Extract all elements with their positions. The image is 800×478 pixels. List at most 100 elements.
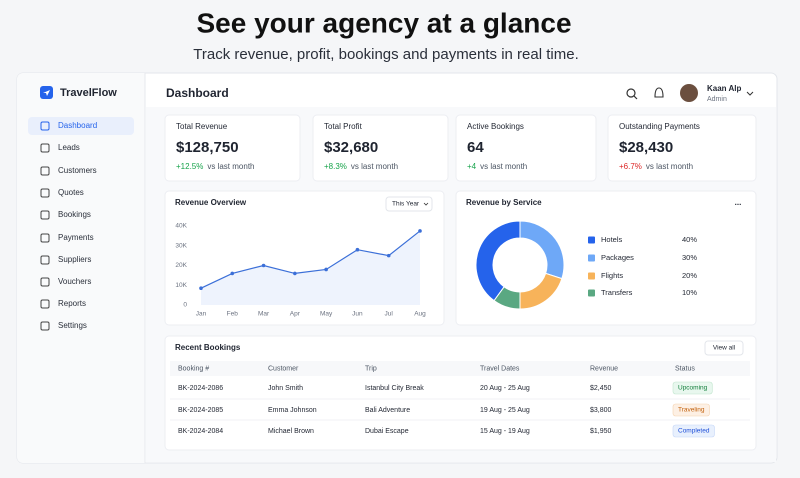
- nav-icon: [40, 166, 50, 176]
- stat-label: Outstanding Payments: [619, 122, 700, 131]
- line: [200, 230, 421, 289]
- status-badge: [672, 381, 713, 395]
- point: [199, 286, 203, 291]
- nav-icon: [40, 233, 50, 243]
- stat-change: +12.5%: [176, 162, 203, 171]
- column-header: Status: [675, 365, 695, 372]
- user-menu-chevron[interactable]: [746, 91, 754, 96]
- stat-change: +4: [467, 162, 477, 171]
- card-menu[interactable]: ...: [735, 198, 742, 207]
- avatar[interactable]: [680, 84, 698, 102]
- x-tick-label: Mar: [258, 311, 270, 318]
- legend-value: 20%: [682, 271, 697, 280]
- stat-label: Active Bookings: [467, 122, 524, 131]
- legend-swatch: [588, 289, 595, 297]
- logo-plane: [43, 90, 50, 96]
- status-badge: [672, 424, 715, 438]
- nav-item[interactable]: Leads: [58, 143, 80, 152]
- nav-icon: [40, 321, 50, 331]
- legend-swatch: [588, 254, 595, 262]
- stat-label: Total Profit: [324, 122, 363, 131]
- stat-value: $128,750: [176, 139, 239, 156]
- stat-card: [164, 114, 301, 182]
- nav-icon: [40, 210, 50, 220]
- view-all-label: View all: [713, 345, 736, 352]
- nav-item[interactable]: Dashboard: [58, 121, 97, 130]
- y-tick-label: 0: [183, 302, 187, 309]
- stat-card: [607, 114, 757, 182]
- stat-note: vs last month: [480, 162, 527, 171]
- point: [418, 229, 422, 233]
- bell-icon[interactable]: [654, 87, 664, 98]
- stat-note: vs last month: [351, 162, 398, 171]
- nav-item[interactable]: Customers: [58, 166, 97, 175]
- dynamic: Dashboard Leads Customers Quotes Bookings Pay…: [28, 114, 757, 451]
- cell: Dubai Escape: [365, 428, 409, 435]
- nav-item[interactable]: Vouchers: [58, 277, 91, 286]
- search-icon[interactable]: [626, 88, 636, 98]
- legend-value: 40%: [682, 235, 697, 244]
- legend-swatch: [588, 236, 595, 244]
- cell: Michael Brown: [268, 428, 314, 435]
- nav-icon: [40, 121, 50, 131]
- nav-item[interactable]: Settings: [58, 321, 87, 330]
- x-tick-label: Jun: [352, 311, 363, 318]
- x-tick-label: Jan: [196, 311, 207, 318]
- nav-item[interactable]: Suppliers: [58, 255, 91, 264]
- stat-label: Total Revenue: [176, 122, 228, 131]
- legend-label: Hotels: [601, 235, 623, 244]
- search-icon-handle: [633, 95, 638, 100]
- stat-note: vs last month: [646, 162, 693, 171]
- legend-label: Packages: [601, 253, 634, 262]
- column-header: Customer: [268, 365, 299, 372]
- headline: See your agency at a glance: [196, 7, 571, 38]
- cell: BK-2024-2085: [178, 407, 223, 414]
- cell: Istanbul City Break: [365, 385, 424, 392]
- cell: $2,450: [590, 385, 612, 392]
- point: [355, 247, 360, 252]
- cell: $1,950: [590, 428, 612, 435]
- cell: BK-2024-2086: [178, 385, 223, 392]
- stat-value: $28,430: [619, 139, 673, 156]
- filter-chevron: [423, 202, 429, 206]
- nav-item[interactable]: Reports: [58, 299, 86, 308]
- column-header: Booking #: [178, 365, 209, 372]
- x-tick-label: Aug: [414, 311, 426, 318]
- status-badge: [672, 403, 710, 417]
- stat-card: [455, 114, 597, 182]
- user-role: Admin: [707, 96, 727, 103]
- subheadline: Track revenue, profit, bookings and paym…: [193, 46, 578, 63]
- column-header: Revenue: [590, 365, 618, 372]
- nav-icon: [40, 277, 50, 287]
- status-label: Traveling: [678, 407, 705, 414]
- nav-active: [28, 117, 134, 135]
- status-label: Completed: [678, 428, 710, 435]
- bookings-card: [164, 335, 757, 451]
- nav-icon: [40, 188, 50, 198]
- cell: Emma Johnson: [268, 407, 317, 414]
- view-all-button[interactable]: [704, 340, 744, 356]
- legend-label: Transfers: [601, 288, 633, 297]
- stat-value: 64: [467, 139, 484, 156]
- stat-change: +8.3%: [324, 162, 347, 171]
- point: [324, 267, 328, 272]
- card-title: Recent Bookings: [175, 343, 241, 352]
- point: [261, 263, 266, 268]
- nav-item[interactable]: Bookings: [58, 210, 91, 219]
- stat-change: +6.7%: [619, 162, 642, 171]
- card-title: Revenue Overview: [175, 198, 247, 207]
- brand: TravelFlow: [60, 87, 117, 99]
- filter-dropdown[interactable]: [385, 196, 433, 212]
- donut-segment: [493, 286, 521, 310]
- y-tick-label: 30K: [175, 242, 187, 249]
- cell: 20 Aug - 25 Aug: [480, 385, 530, 392]
- filter-label: This Year: [392, 201, 420, 208]
- x-tick-label: Feb: [227, 311, 239, 318]
- nav-item[interactable]: Quotes: [58, 188, 84, 197]
- donut-segment: [475, 220, 521, 302]
- point: [293, 271, 297, 276]
- y-tick-label: 40K: [175, 223, 187, 230]
- stat-note: vs last month: [207, 162, 254, 171]
- x-tick-label: May: [320, 311, 333, 318]
- nav-item[interactable]: Payments: [58, 233, 94, 242]
